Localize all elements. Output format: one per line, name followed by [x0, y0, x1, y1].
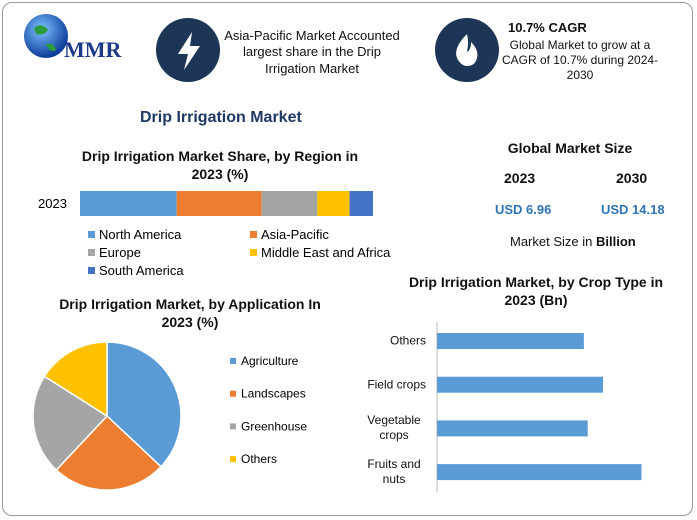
pie-slice [106, 341, 182, 468]
highlight-text: Global Market to grow at a CAGR of 10.7%… [501, 38, 659, 82]
legend-label: Middle East and Africa [261, 245, 391, 260]
flame-icon [456, 34, 478, 66]
highlight-title: 10.7% CAGR [508, 20, 587, 35]
category-label: 2023 [38, 196, 67, 211]
year: 2030 [616, 170, 648, 186]
category-label: Fruits and nuts [367, 457, 421, 487]
legend-marker [230, 423, 236, 430]
legend-label: North America [99, 227, 182, 242]
legend-marker [230, 390, 236, 397]
market-value: USD 6.96 [495, 202, 552, 217]
legend-label: Landscapes [241, 387, 306, 401]
chart-title: Drip Irrigation Market, by Application I… [59, 296, 321, 330]
legend-label: Agriculture [241, 354, 299, 368]
bar [437, 333, 584, 349]
chart-title: Drip Irrigation Market, by Crop Type in … [408, 274, 664, 308]
main-title: Drip Irrigation Market [140, 109, 302, 126]
legend-label: South America [99, 263, 184, 278]
legend-label: Asia-Pacific [261, 227, 329, 242]
bar [437, 376, 604, 393]
category-label: Vegetable crops [367, 413, 421, 443]
frame [2, 2, 693, 516]
legend-marker [250, 249, 257, 256]
logo-land [34, 25, 56, 52]
legend-label: Greenhouse [241, 419, 307, 433]
pie-slice [32, 375, 109, 472]
market-value: USD 14.18 [601, 202, 665, 217]
bar-segment [317, 191, 350, 216]
bar-segment [80, 191, 177, 216]
note-unit: Billion [596, 234, 636, 249]
highlight-text: Asia-Pacific Market Accounted largest sh… [224, 28, 400, 76]
category-label: Field crops [367, 377, 426, 392]
category-label: Others [389, 333, 426, 348]
legend-marker [88, 249, 95, 256]
legend-marker [88, 267, 95, 274]
pie-slice [43, 341, 108, 418]
unit-note: Market Size in Billion [510, 234, 636, 250]
logo-globe [24, 14, 68, 58]
legend-marker [230, 456, 236, 463]
bar-segment [176, 191, 262, 216]
pie-slice [55, 414, 163, 491]
legend-marker [250, 231, 257, 238]
logo-text: MMR [64, 37, 122, 62]
chart-title: Drip Irrigation Market Share, by Region … [81, 148, 359, 182]
bar-segment [349, 191, 373, 216]
legend-label: Others [241, 452, 277, 466]
bar-segment [261, 191, 318, 216]
bar [437, 420, 588, 437]
bolt-icon [178, 32, 200, 70]
legend-label: Europe [99, 245, 141, 260]
market-size-title: Global Market Size [507, 140, 633, 156]
note-text: Market Size in [510, 234, 593, 249]
legend-marker [230, 358, 236, 364]
legend-marker [88, 231, 95, 238]
bar [437, 464, 642, 481]
year: 2023 [504, 170, 536, 186]
